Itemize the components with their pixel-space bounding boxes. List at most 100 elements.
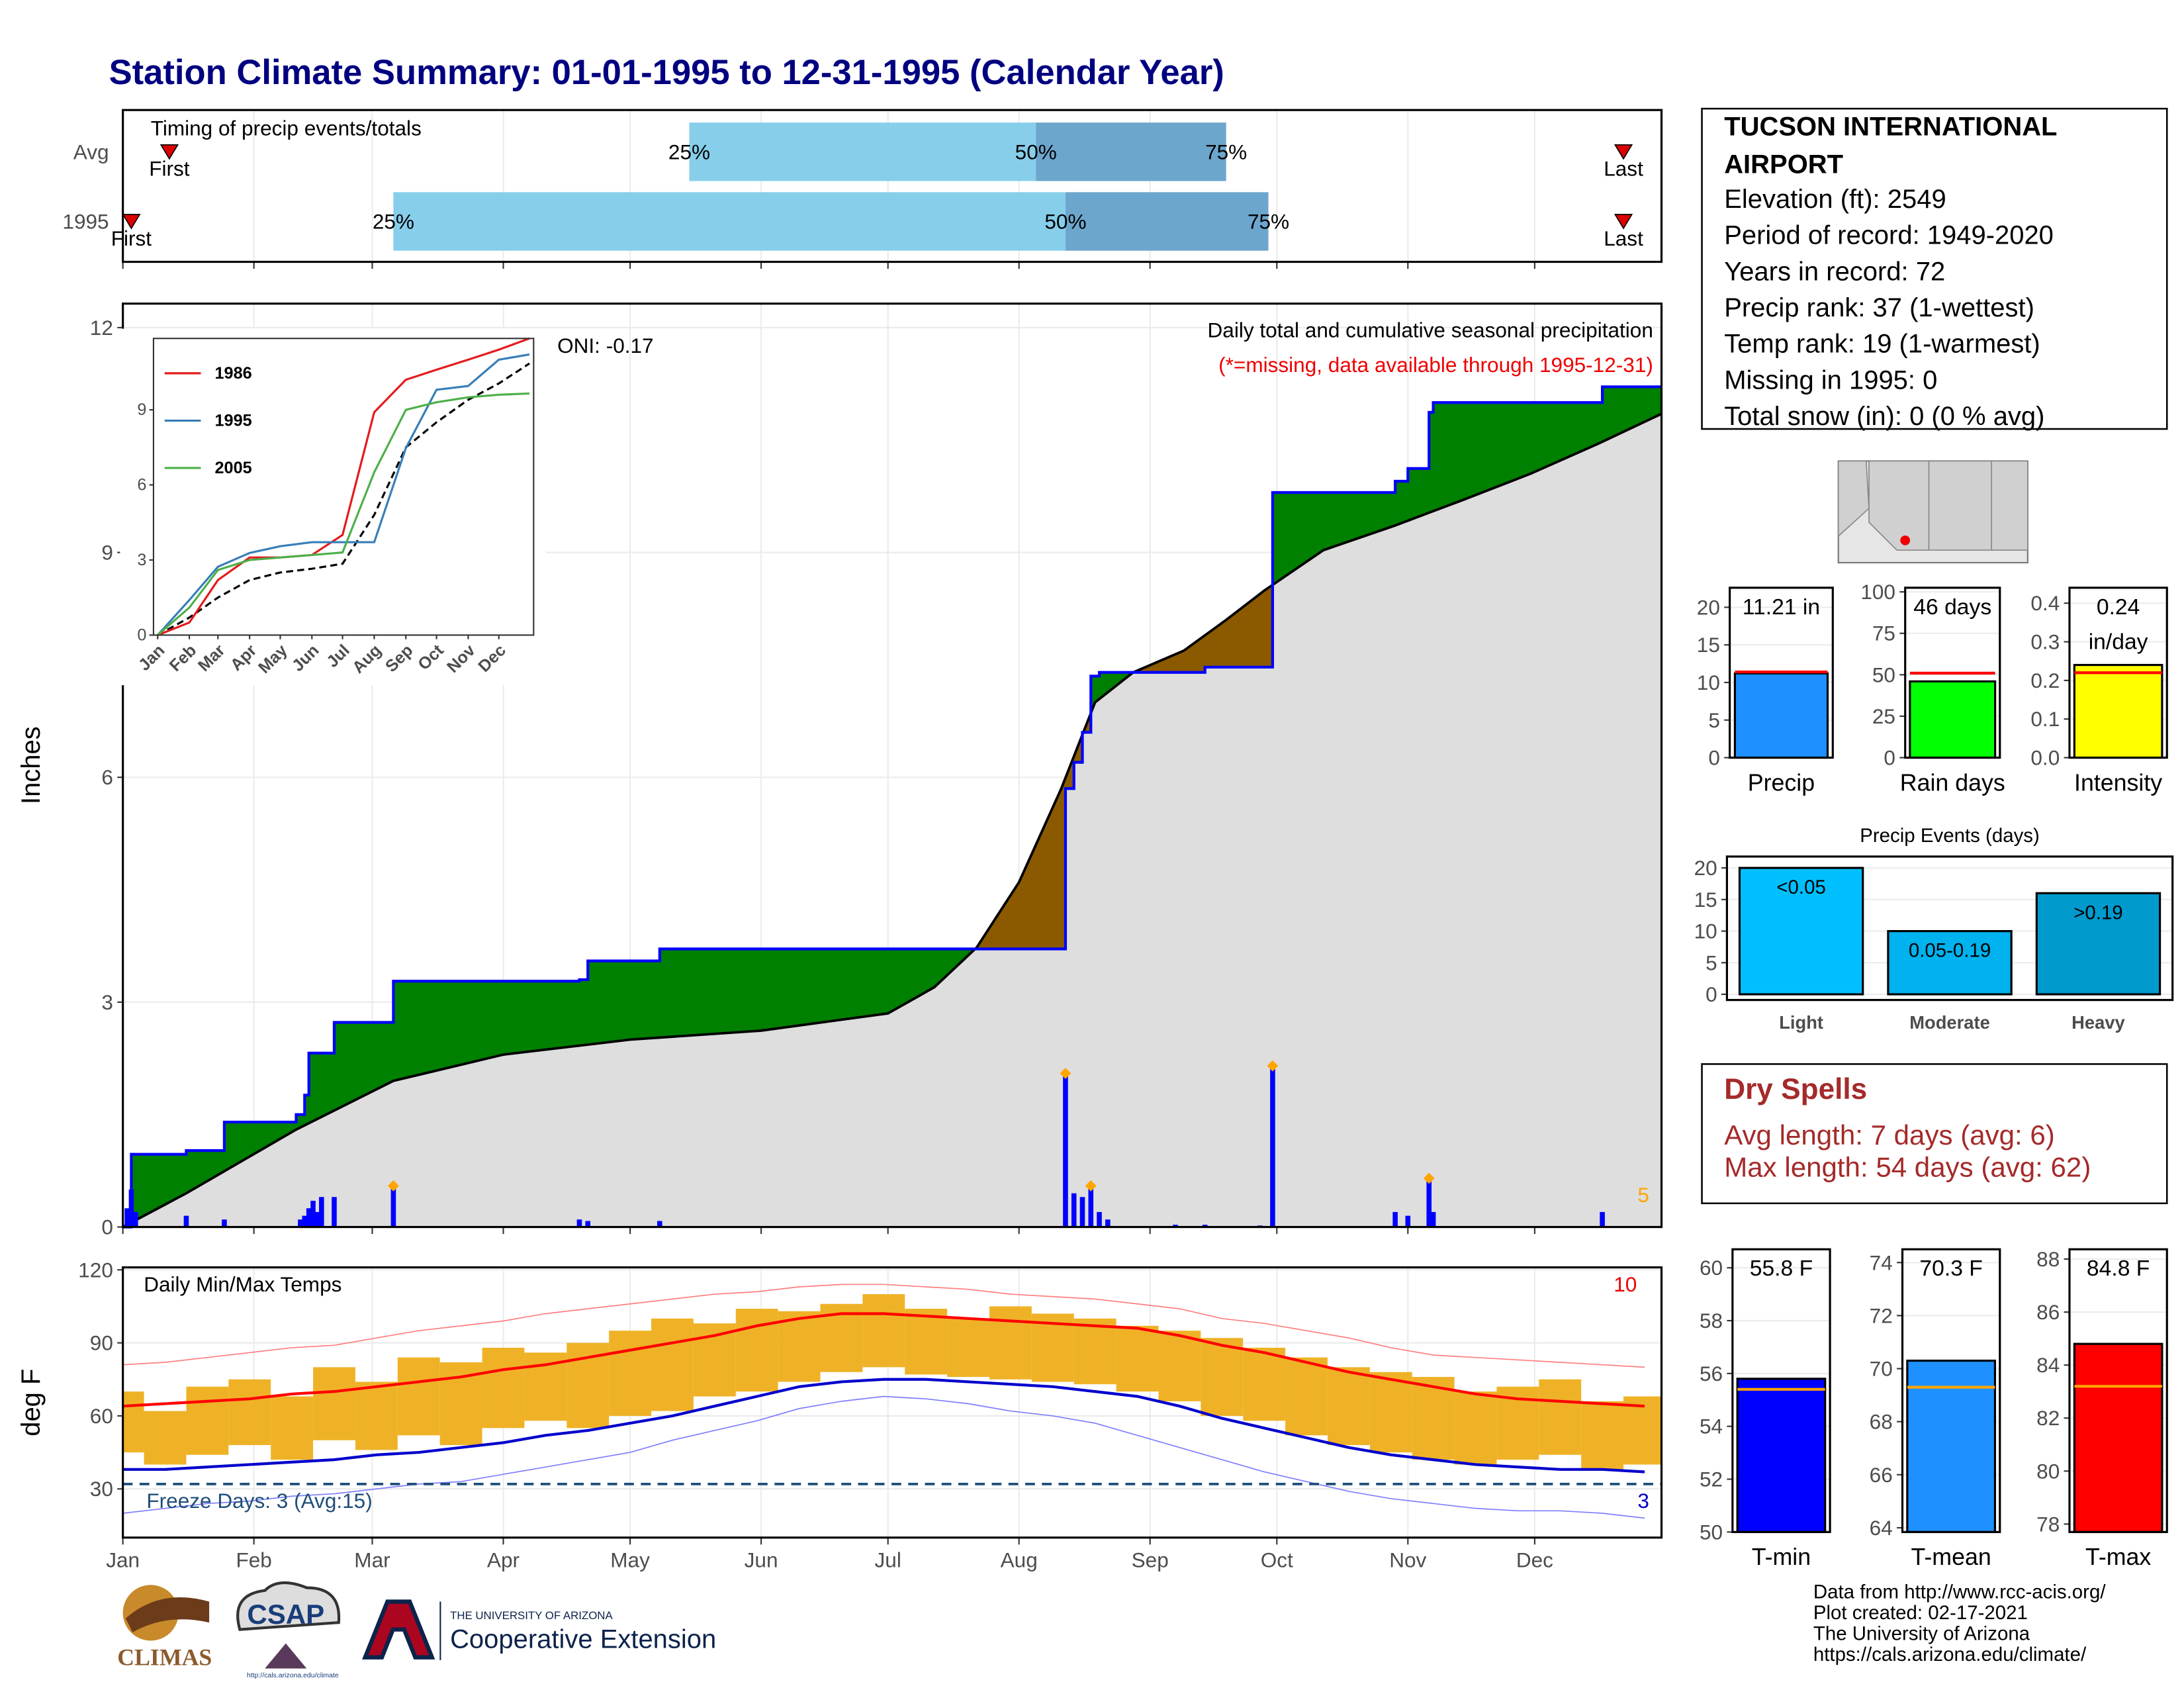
plot-frame bbox=[122, 1266, 1663, 1539]
value-label: 0.24 bbox=[2097, 595, 2140, 620]
inset-background bbox=[120, 328, 547, 686]
bar bbox=[2073, 663, 2163, 759]
daily-bar bbox=[302, 1215, 308, 1227]
event-marker bbox=[159, 144, 179, 160]
x-tick-label: Jul bbox=[875, 1548, 901, 1571]
y-tick-label: 9 bbox=[101, 541, 113, 565]
y-tick-label: 0.1 bbox=[2030, 707, 2060, 731]
bar-chart: 50 52 54 56 58 60 55.8 F T-min bbox=[1700, 1248, 1831, 1570]
y-tick-label: 0.4 bbox=[2030, 591, 2060, 615]
point-label: 25% bbox=[373, 210, 414, 234]
point-label: 75% bbox=[1248, 210, 1289, 234]
station-line: Temp rank: 19 (1-warmest) bbox=[1724, 330, 2040, 359]
quartile-bar bbox=[1036, 122, 1226, 181]
category-label: T-min bbox=[1752, 1544, 1811, 1570]
point-label: First bbox=[149, 157, 190, 181]
inset-frame bbox=[152, 338, 535, 636]
daily-range-bar bbox=[862, 1294, 905, 1368]
y-tick-label: 5 bbox=[1708, 708, 1720, 732]
x-tick-label: Jan bbox=[106, 1548, 140, 1571]
legend-label: 1995 bbox=[215, 411, 252, 430]
csap-cloud bbox=[236, 1581, 341, 1631]
extreme-count: 5 bbox=[1637, 1183, 1649, 1207]
daily-bar bbox=[1173, 1225, 1178, 1227]
y-tick-label: 52 bbox=[1700, 1468, 1723, 1491]
map-states bbox=[1837, 460, 2028, 551]
daily-bar bbox=[1202, 1225, 1208, 1227]
daily-range-bar bbox=[228, 1379, 271, 1446]
y-tick-label: 78 bbox=[2036, 1512, 2060, 1536]
extension-label: Cooperative Extension bbox=[450, 1624, 716, 1654]
daily-bar bbox=[1430, 1211, 1436, 1227]
y-tick-label: 50 bbox=[1700, 1520, 1723, 1544]
normal-min-line bbox=[122, 1378, 1645, 1474]
y-tick-label: 90 bbox=[90, 1331, 113, 1355]
y-tick-label: 74 bbox=[1870, 1250, 1893, 1274]
value-label: 46 days bbox=[1913, 595, 1991, 620]
station-line: Total snow (in): 0 (0 % avg) bbox=[1724, 402, 2044, 431]
precip-chart: 0 3 6 9 12 Inches ONI: -0.17 Daily total and cu… bbox=[17, 303, 1663, 1239]
value-label: in/day bbox=[2089, 630, 2148, 654]
event-marker bbox=[1614, 144, 1633, 160]
x-tick-label: Feb bbox=[236, 1548, 271, 1571]
daily-bar bbox=[1270, 1066, 1275, 1227]
daily-range-bar bbox=[1116, 1325, 1159, 1392]
daily-range-bar bbox=[947, 1318, 989, 1378]
y-tick-label: 10 bbox=[1697, 671, 1720, 694]
bar bbox=[2073, 1342, 2163, 1533]
daily-bar bbox=[306, 1208, 312, 1227]
station-name: TUCSON INTERNATIONAL bbox=[1724, 112, 2057, 141]
x-tick-label: Aug bbox=[1001, 1548, 1038, 1571]
record-low-count: 3 bbox=[1637, 1489, 1649, 1513]
daily-bar bbox=[1105, 1219, 1111, 1227]
bar-label: >0.19 bbox=[2073, 902, 2123, 923]
dry-spells-line: Max length: 54 days (avg: 62) bbox=[1724, 1152, 2091, 1183]
chart-subtitle: (*=missing, data available through 1995-… bbox=[1218, 353, 1653, 377]
daily-range-bar bbox=[482, 1347, 525, 1429]
daily-range-bar bbox=[735, 1309, 778, 1392]
daily-range-bar bbox=[1327, 1367, 1370, 1446]
bar-chart: 78 80 82 84 86 88 84.8 F T-max bbox=[2036, 1247, 2168, 1570]
y-tick-label: 15 bbox=[1697, 633, 1720, 657]
event-marker bbox=[1614, 214, 1633, 230]
plot-frame bbox=[1729, 586, 1834, 759]
daily-bar bbox=[332, 1197, 337, 1227]
plot-frame bbox=[122, 109, 1663, 263]
timing-chart: Timing of precip events/totals Avg First 25… bbox=[62, 109, 1663, 269]
value-label: 84.8 F bbox=[2087, 1256, 2150, 1281]
point-label: Last bbox=[1604, 226, 1643, 250]
y-tick-label: 56 bbox=[1700, 1362, 1723, 1385]
freeze-label: Freeze Days: 3 (Avg:15) bbox=[146, 1489, 372, 1513]
quartile-bar bbox=[1065, 192, 1269, 251]
plot-frame bbox=[2068, 586, 2168, 759]
x-tick-label: Apr bbox=[487, 1548, 520, 1571]
bar-chart: 0 5 10 15 20 11.21 in Precip bbox=[1697, 586, 1834, 796]
daily-bar bbox=[314, 1211, 320, 1227]
y-axis-label: Inches bbox=[17, 726, 46, 804]
point-label: Last bbox=[1604, 157, 1643, 181]
category-label: T-mean bbox=[1911, 1544, 1991, 1570]
quartile-bar bbox=[689, 122, 1036, 181]
bar-label: 0.05-0.19 bbox=[1909, 940, 1991, 962]
daily-bar bbox=[222, 1219, 227, 1227]
chart-title: Timing of precip events/totals bbox=[151, 117, 422, 140]
station-frame bbox=[1701, 107, 2168, 430]
daily-range-bar bbox=[1369, 1372, 1412, 1453]
daily-range-bar bbox=[1581, 1401, 1624, 1470]
daily-bar bbox=[1088, 1186, 1094, 1227]
y-tick-label: 6 bbox=[101, 765, 113, 789]
footer: Data from http://www.rcc-acis.org/ Plot … bbox=[1813, 1581, 2106, 1665]
daily-bar bbox=[133, 1211, 138, 1227]
daily-bar bbox=[1079, 1197, 1085, 1227]
daily-bar bbox=[1071, 1193, 1077, 1227]
daily-range-bar bbox=[1454, 1391, 1497, 1465]
point-label: 75% bbox=[1205, 140, 1247, 164]
series-line bbox=[157, 353, 530, 636]
daily-bar bbox=[1600, 1211, 1605, 1227]
legend-label: 2005 bbox=[215, 459, 252, 477]
daily-bar bbox=[390, 1186, 396, 1227]
daily-bar bbox=[183, 1215, 189, 1227]
event-marker bbox=[122, 214, 141, 230]
temperature-chart: 30 60 90 120 Jan Feb Mar Apr May Jun Jul Aug Sep Oct N… bbox=[17, 1258, 1663, 1571]
